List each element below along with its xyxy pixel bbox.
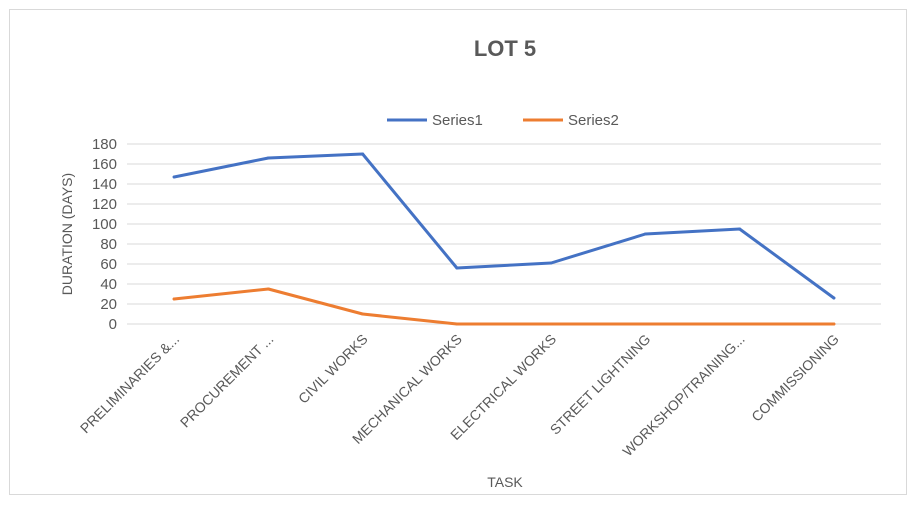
chart-title: LOT 5 bbox=[474, 36, 536, 61]
data-point bbox=[172, 297, 176, 301]
data-point bbox=[361, 312, 365, 316]
data-point bbox=[266, 156, 270, 160]
legend-label: Series1 bbox=[432, 112, 483, 129]
y-tick-label: 0 bbox=[109, 316, 117, 333]
y-tick-label: 120 bbox=[92, 196, 117, 213]
data-point bbox=[549, 322, 553, 326]
x-tick-label: PRELIMINARIES &... bbox=[77, 331, 182, 436]
data-point bbox=[832, 322, 836, 326]
series-line-1 bbox=[172, 152, 836, 300]
y-tick-label: 40 bbox=[100, 276, 117, 293]
y-tick-label: 180 bbox=[92, 136, 117, 153]
data-point bbox=[361, 152, 365, 156]
x-tick-label: STREET LIGHTNING bbox=[547, 331, 654, 438]
y-axis-title: DURATION (DAYS) bbox=[59, 173, 75, 295]
data-point bbox=[832, 296, 836, 300]
series-lines bbox=[172, 152, 836, 326]
y-axis-ticks: 0 20 40 60 80 100 120 140 160 180 bbox=[92, 136, 117, 333]
x-tick-label: CIVIL WORKS bbox=[295, 331, 371, 407]
data-point bbox=[455, 322, 459, 326]
data-point bbox=[643, 322, 647, 326]
data-point bbox=[455, 266, 459, 270]
legend: Series1 Series2 bbox=[387, 112, 619, 129]
x-axis-labels: PRELIMINARIES &...PROCUREMENT ... CIVIL W… bbox=[77, 331, 842, 459]
data-point bbox=[266, 287, 270, 291]
data-point bbox=[172, 175, 176, 179]
y-tick-label: 60 bbox=[100, 256, 117, 273]
gridlines bbox=[127, 143, 881, 325]
y-tick-label: 100 bbox=[92, 216, 117, 233]
x-tick-label: PROCUREMENT ... bbox=[177, 331, 277, 431]
y-tick-label: 20 bbox=[100, 296, 117, 313]
chart-frame bbox=[9, 9, 907, 495]
legend-label: Series2 bbox=[568, 112, 619, 129]
y-tick-label: 80 bbox=[100, 236, 117, 253]
x-tick-label: MECHANICAL WORKS bbox=[349, 331, 465, 447]
data-point bbox=[643, 232, 647, 236]
data-point bbox=[738, 322, 742, 326]
series-line-2 bbox=[172, 287, 836, 326]
data-point bbox=[738, 227, 742, 231]
y-tick-label: 160 bbox=[92, 156, 117, 173]
x-tick-label: COMMISSIONING bbox=[748, 331, 842, 425]
x-axis-title: TASK bbox=[487, 474, 523, 490]
y-tick-label: 140 bbox=[92, 176, 117, 193]
data-point bbox=[549, 261, 553, 265]
x-tick-label: ELECTRICAL WORKS bbox=[447, 331, 559, 443]
